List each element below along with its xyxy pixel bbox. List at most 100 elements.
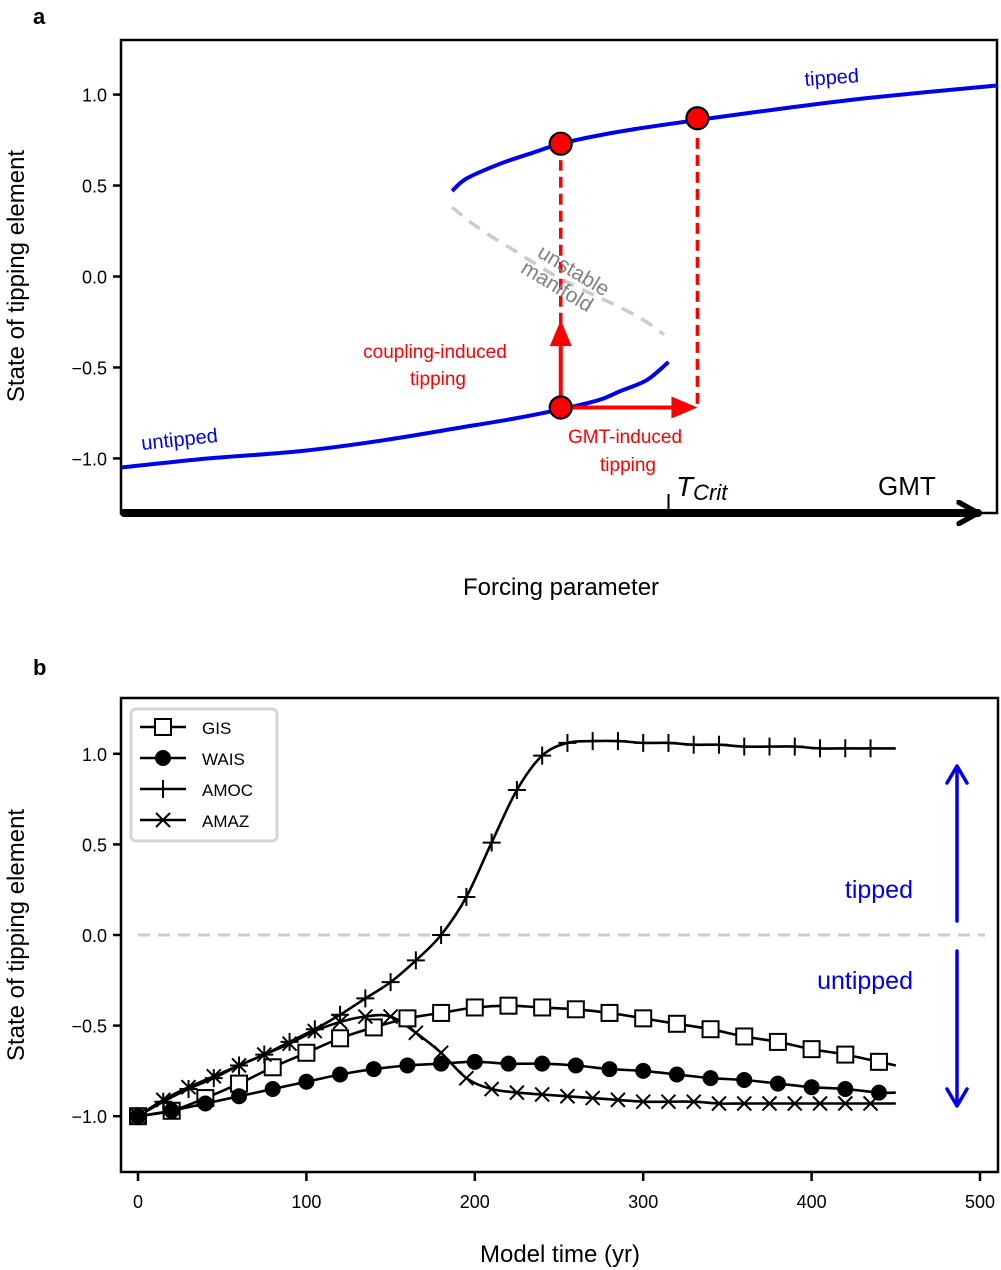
legend-item-amoc: AMOC	[140, 780, 253, 800]
marker-gis	[398, 1009, 417, 1028]
marker-amaz	[180, 1079, 197, 1095]
marker-amoc	[836, 739, 855, 758]
unstable-manifold-label: unstable manifold	[517, 241, 613, 317]
legend-label: WAIS	[202, 750, 245, 769]
untipped-branch	[120, 360, 670, 470]
marker-gis	[566, 1000, 585, 1019]
marker-wais	[433, 1055, 450, 1072]
panel-b-y-label: State of tipping element	[3, 809, 30, 1061]
marker-amaz	[584, 1090, 601, 1106]
unstable-manifold-branch	[451, 206, 666, 337]
panel-a-label: a	[33, 4, 46, 29]
marker-wais	[870, 1084, 887, 1101]
marker-amoc	[861, 739, 880, 758]
panel-b-x-tick-label: 500	[965, 1192, 995, 1212]
t-crit-label: TCrit	[676, 471, 728, 505]
coupling-label-line2: tipping	[410, 369, 466, 390]
marker-gis	[533, 998, 552, 1017]
panel-a-x-label: Forcing parameter	[463, 574, 659, 601]
marker-gis	[735, 1027, 754, 1046]
panel-b-y-tick-label: −1.0	[71, 1107, 107, 1127]
marker-gis	[331, 1029, 350, 1048]
marker-amaz	[256, 1046, 273, 1063]
marker-wais	[500, 1055, 517, 1072]
panel-b-x-ticks: 0 100 200 300 400 500	[133, 1172, 995, 1212]
untipped-label: untipped	[140, 425, 219, 455]
marker-gis	[263, 1058, 282, 1077]
marker-amoc	[204, 1069, 223, 1088]
marker-wais	[332, 1066, 349, 1083]
marker-wais	[163, 1102, 180, 1119]
marker-amoc	[381, 973, 400, 992]
panel-a-y-tick-label: 0.5	[82, 177, 107, 197]
panel-a-y-tick-label: −0.5	[71, 358, 107, 378]
legend-label: AMOC	[202, 781, 253, 800]
marker-amaz	[509, 1084, 525, 1101]
marker-amaz	[686, 1093, 702, 1110]
marker-wais	[668, 1066, 685, 1083]
legend-item-gis: GIS	[140, 718, 231, 738]
marker-amaz	[307, 1023, 323, 1039]
marker-amoc	[406, 951, 425, 970]
marker-amoc	[305, 1020, 324, 1039]
marker-gis	[667, 1014, 686, 1033]
marker-amaz	[635, 1093, 651, 1110]
marker-gis	[802, 1040, 821, 1059]
marker-amaz	[660, 1093, 677, 1110]
tipped-label: tipped	[804, 65, 860, 91]
marker-gis	[465, 998, 484, 1017]
legend-marker-amaz	[155, 812, 171, 828]
marker-amaz	[812, 1095, 828, 1112]
panel-b-y-tick-label: 0.5	[82, 835, 107, 855]
panel-a: a 1.0 0.5 0.0 −0.5 −1.0 State of tipping ele…	[3, 4, 999, 601]
marker-wais	[399, 1057, 416, 1074]
marker-amoc	[533, 746, 552, 765]
marker-amaz	[382, 1008, 399, 1025]
marker-amoc	[811, 739, 830, 758]
marker-gis	[836, 1045, 855, 1064]
marker-gis	[701, 1020, 720, 1039]
marker-amaz	[155, 1092, 171, 1108]
panel-a-y-label: State of tipping element	[3, 150, 30, 402]
marker-amoc	[709, 735, 728, 754]
marker-gis	[297, 1043, 316, 1062]
marker-amaz	[433, 1045, 449, 1061]
marker-amaz	[837, 1095, 853, 1112]
marker-amaz	[610, 1092, 626, 1108]
tipped-branch	[450, 83, 998, 193]
panel-a-y-tick-label: −1.0	[71, 449, 107, 469]
panel-b-x-label: Model time (yr)	[480, 1241, 640, 1268]
gmt-label: GMT	[878, 471, 936, 501]
gmt-arrow	[560, 396, 698, 419]
legend-box	[129, 707, 279, 843]
marker-wais	[837, 1081, 854, 1098]
marker-amoc	[154, 1092, 173, 1111]
panel-b-x-tick-label: 400	[797, 1192, 827, 1212]
marker-wais	[264, 1081, 281, 1098]
marker-amaz	[231, 1057, 247, 1074]
untipped-region-label: untipped	[817, 967, 913, 995]
marker-amoc	[507, 781, 526, 800]
legend-item-wais: WAIS	[140, 750, 245, 769]
marker-amoc	[760, 737, 779, 756]
panel-a-y-tick-label: 0.0	[82, 268, 107, 288]
marker-gis	[768, 1032, 787, 1051]
panel-b-y-tick-label: −0.5	[71, 1017, 107, 1037]
marker-gis	[499, 996, 518, 1015]
panel-b: b 1.0 0.5 0.0 −0.5 −1.0 0 100 200 300 400 500 Sta…	[3, 655, 1000, 1268]
marker-gis	[364, 1018, 383, 1037]
tipped-arrow	[945, 764, 969, 923]
series-line-amaz	[137, 1013, 896, 1118]
coupling-label-line1: coupling-induced	[363, 342, 507, 363]
state-point	[548, 395, 573, 420]
panel-a-y-tick-label: 1.0	[82, 86, 107, 106]
gmt-tipping-label-line1: GMT-induced	[568, 427, 682, 448]
marker-amaz	[736, 1095, 752, 1112]
legend-marker-amoc	[154, 780, 172, 798]
panel-a-tipping-lines	[549, 134, 700, 419]
panel-b-x-tick-label: 100	[291, 1192, 321, 1212]
marker-wais	[231, 1088, 248, 1105]
marker-gis	[432, 1003, 451, 1022]
panel-b-y-ticks: 1.0 0.5 0.0 −0.5 −1.0	[71, 745, 121, 1127]
